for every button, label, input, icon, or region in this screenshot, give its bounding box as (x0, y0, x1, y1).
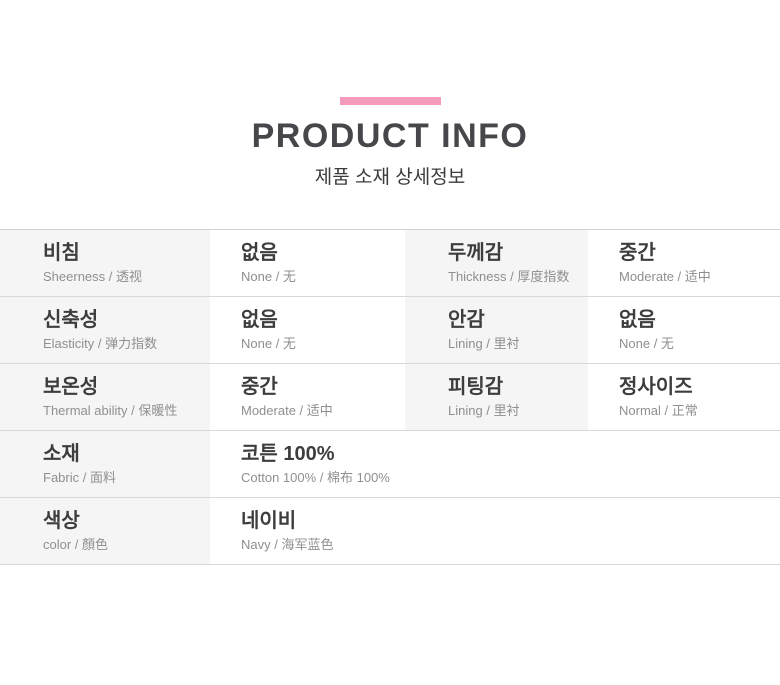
spec-name-sub: Thickness / 厚度指数 (448, 268, 570, 284)
spec-name: 보온성 (43, 375, 99, 398)
spec-value-cell: 정사이즈 Normal / 正常 (588, 364, 780, 430)
table-row: 신축성 Elasticity / 弹力指数 없음 None / 无 안감 Lin… (0, 297, 780, 364)
spec-name: 피팅감 (448, 375, 504, 398)
page-subtitle: 제품 소재 상세정보 (314, 167, 466, 189)
spec-name-sub: Lining / 里衬 (448, 335, 520, 351)
spec-value-cell: 없음 None / 无 (210, 297, 405, 363)
spec-label-cell: 신축성 Elasticity / 弹力指数 (0, 297, 210, 363)
spec-value-cell: 없음 None / 无 (588, 297, 780, 363)
spec-label-cell: 소재 Fabric / 面料 (0, 431, 210, 497)
spec-name: 비침 (43, 241, 80, 264)
spec-value: 없음 (241, 308, 278, 331)
spec-label-cell: 색상 color / 顏色 (0, 498, 210, 564)
spec-value-sub: Normal / 正常 (619, 402, 698, 418)
table-row: 보온성 Thermal ability / 保暖性 중간 Moderate / … (0, 364, 780, 431)
spec-value: 네이비 (241, 509, 297, 532)
spec-value: 중간 (619, 241, 656, 264)
spec-label-cell: 안감 Lining / 里衬 (405, 297, 588, 363)
table-row: 소재 Fabric / 面料 코튼 100% Cotton 100% / 棉布 … (0, 431, 780, 498)
spec-name: 안감 (448, 308, 485, 331)
spec-value-sub: Navy / 海军蓝色 (241, 536, 334, 552)
spec-value-cell: 없음 None / 无 (210, 230, 405, 296)
spec-value-sub: Cotton 100% / 棉布 100% (241, 469, 390, 485)
spec-name: 두께감 (448, 241, 504, 264)
spec-value-sub: None / 无 (241, 335, 296, 351)
table-row: 색상 color / 顏色 네이비 Navy / 海军蓝色 (0, 498, 780, 565)
spec-name-sub: Elasticity / 弹力指数 (43, 335, 158, 351)
spec-value: 중간 (241, 375, 278, 398)
spec-name-sub: Lining / 里衬 (448, 402, 520, 418)
spec-value: 없음 (241, 241, 278, 264)
spec-value-sub: Moderate / 适中 (619, 268, 711, 284)
spec-value: 없음 (619, 308, 656, 331)
spec-name-sub: color / 顏色 (43, 536, 109, 552)
spec-name-sub: Thermal ability / 保暖性 (43, 402, 178, 418)
spec-value-sub: None / 无 (619, 335, 674, 351)
spec-value-cell: 코튼 100% Cotton 100% / 棉布 100% (210, 431, 780, 497)
spec-name: 소재 (43, 442, 80, 465)
spec-value: 정사이즈 (619, 375, 693, 398)
product-spec-table: 비침 Sheerness / 透视 없음 None / 无 두께감 Thickn… (0, 229, 780, 565)
spec-label-cell: 두께감 Thickness / 厚度指数 (405, 230, 588, 296)
page-title: PRODUCT INFO (251, 117, 529, 155)
spec-value-sub: None / 无 (241, 268, 296, 284)
section-header: PRODUCT INFO 제품 소재 상세정보 (0, 97, 780, 191)
spec-value-cell: 네이비 Navy / 海军蓝色 (210, 498, 780, 564)
spec-name: 색상 (43, 509, 80, 532)
spec-label-cell: 피팅감 Lining / 里衬 (405, 364, 588, 430)
spec-value: 코튼 100% (241, 442, 335, 465)
spec-label-cell: 비침 Sheerness / 透视 (0, 230, 210, 296)
spec-value-cell: 중간 Moderate / 适中 (588, 230, 780, 296)
accent-bar (339, 97, 441, 105)
spec-name-sub: Fabric / 面料 (43, 469, 116, 485)
spec-name-sub: Sheerness / 透视 (43, 268, 142, 284)
spec-label-cell: 보온성 Thermal ability / 保暖性 (0, 364, 210, 430)
spec-value-cell: 중간 Moderate / 适中 (210, 364, 405, 430)
spec-value-sub: Moderate / 适中 (241, 402, 333, 418)
table-row: 비침 Sheerness / 透视 없음 None / 无 두께감 Thickn… (0, 230, 780, 297)
spec-name: 신축성 (43, 308, 99, 331)
